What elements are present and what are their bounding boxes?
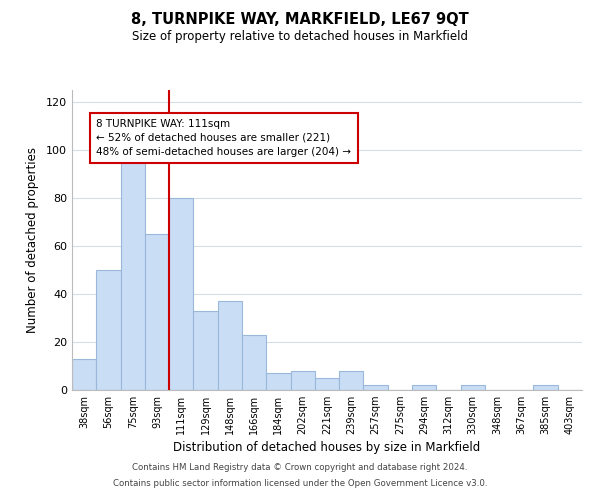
Bar: [218, 301, 242, 390]
Bar: [461, 385, 485, 390]
Bar: [364, 385, 388, 390]
Bar: [266, 373, 290, 390]
Bar: [121, 157, 145, 390]
Bar: [533, 385, 558, 390]
Bar: [193, 311, 218, 390]
Bar: [169, 198, 193, 390]
Text: 8 TURNPIKE WAY: 111sqm
← 52% of detached houses are smaller (221)
48% of semi-de: 8 TURNPIKE WAY: 111sqm ← 52% of detached…: [96, 119, 351, 157]
Bar: [412, 385, 436, 390]
Text: Contains public sector information licensed under the Open Government Licence v3: Contains public sector information licen…: [113, 478, 487, 488]
Bar: [339, 371, 364, 390]
Text: 8, TURNPIKE WAY, MARKFIELD, LE67 9QT: 8, TURNPIKE WAY, MARKFIELD, LE67 9QT: [131, 12, 469, 28]
Bar: [315, 378, 339, 390]
Bar: [290, 371, 315, 390]
Y-axis label: Number of detached properties: Number of detached properties: [26, 147, 39, 333]
Text: Size of property relative to detached houses in Markfield: Size of property relative to detached ho…: [132, 30, 468, 43]
Text: Contains HM Land Registry data © Crown copyright and database right 2024.: Contains HM Land Registry data © Crown c…: [132, 464, 468, 472]
Bar: [96, 270, 121, 390]
X-axis label: Distribution of detached houses by size in Markfield: Distribution of detached houses by size …: [173, 442, 481, 454]
Bar: [242, 335, 266, 390]
Bar: [72, 359, 96, 390]
Bar: [145, 234, 169, 390]
